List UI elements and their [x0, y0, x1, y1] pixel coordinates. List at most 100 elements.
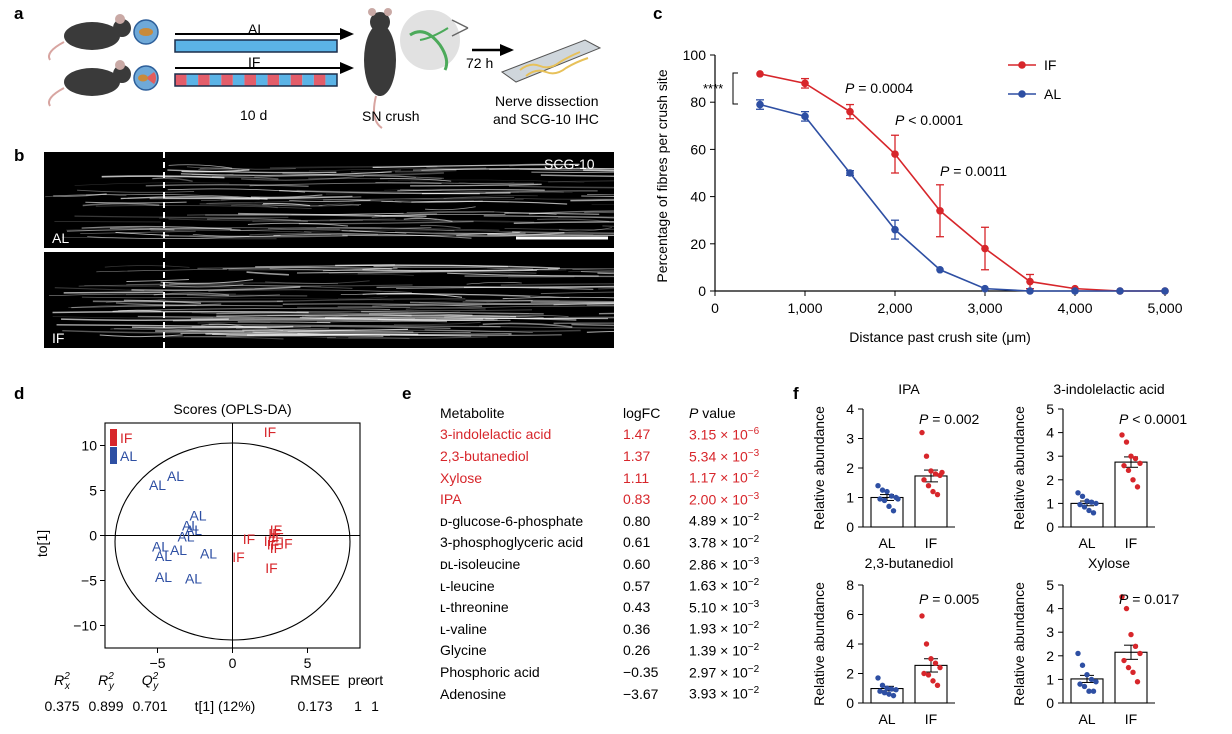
dot-if — [919, 613, 925, 619]
score-point-if: IF — [271, 529, 283, 545]
confidence-ellipse — [114, 442, 351, 641]
logfc-value: 0.83 — [623, 491, 651, 508]
metabolite-name: Adenosine — [440, 685, 507, 702]
metabolite-name: Xylose — [440, 469, 483, 486]
x-tick-label: AL — [1078, 535, 1095, 551]
logfc-value: 0.36 — [623, 620, 651, 637]
panel-letter-d: d — [14, 384, 25, 403]
dot-al — [1084, 671, 1090, 678]
dot-al — [1081, 504, 1088, 510]
schematic-a — [48, 8, 602, 129]
p-value-annotation: P = 0.0011 — [940, 163, 1007, 179]
slide-icon — [500, 39, 602, 83]
dot-if — [925, 483, 932, 489]
table-row: ʟ-leucine 0.57 1.63 × 10−2 — [440, 575, 789, 597]
dot-if — [1134, 679, 1141, 685]
header-logfc: logFC — [623, 404, 661, 421]
y-tick-label: 4 — [846, 401, 854, 417]
p-value: 2.86 × 10−3 — [689, 555, 760, 573]
al-feeding-bar — [174, 39, 338, 53]
metabolite-name: 2,3-butanediol — [440, 447, 529, 464]
dot-if — [1128, 453, 1134, 459]
metabolite-table: Metabolite logFC P value 3-indolelactic … — [440, 402, 789, 704]
y-axis-label: Percentage of fibres per crush site — [654, 69, 670, 282]
dot-if — [932, 660, 939, 666]
dot-if — [1130, 669, 1136, 676]
dot-if — [928, 656, 934, 662]
stat-header: Q2 y — [142, 671, 159, 692]
dot-al — [1090, 510, 1097, 516]
p-value: 1.39 × 10−2 — [689, 642, 760, 659]
y-tick-label: 20 — [690, 236, 706, 252]
y-tick-label: 3 — [846, 431, 854, 447]
x-axis-label: Distance past crush site (μm) — [849, 329, 1031, 345]
score-point-if: IF — [243, 531, 255, 547]
dot-al — [879, 487, 886, 493]
x-tick-label: 5 — [304, 655, 312, 671]
y-tick-label: 0 — [846, 695, 854, 711]
score-point-al: AL — [182, 518, 199, 534]
data-point-if — [1026, 277, 1034, 286]
table-row: Glycine 0.26 1.39 × 10−2 — [440, 640, 789, 662]
crush-mouse-icon — [364, 8, 396, 129]
y-tick-label: 8 — [846, 577, 854, 593]
dot-if — [1137, 460, 1143, 466]
y-axis-label: Relative abundance — [1011, 406, 1027, 530]
y-tick-label: 2 — [846, 460, 854, 476]
metabolite-name: ʟ-valine — [440, 620, 487, 637]
chart-title: 2,3-butanediol — [865, 555, 954, 571]
y-tick-label: 2 — [846, 666, 854, 682]
score-point-al: AL — [155, 548, 172, 564]
dot-al — [884, 488, 890, 495]
legend-swatch-if — [110, 429, 117, 446]
p-value: 3.15 × 10−6 — [689, 426, 760, 443]
table-row: ᴅʟ-isoleucine 0.60 2.86 × 10−3 — [440, 553, 789, 575]
y-tick-label: 60 — [690, 141, 706, 157]
dot-al — [1088, 676, 1095, 683]
metabolite-name: ʟ-threonine — [440, 599, 509, 616]
nerve-zoom-icon — [400, 10, 460, 70]
dot-if — [1119, 432, 1125, 438]
dot-al — [877, 688, 883, 694]
score-point-al: AL — [185, 571, 202, 587]
y-axis-label: to[1] — [34, 530, 50, 557]
p-value-annotation: P = 0.0004 — [845, 80, 913, 96]
data-point-al — [936, 265, 944, 274]
chart-title: Scores (OPLS-DA) — [173, 401, 291, 417]
significance-bracket — [732, 72, 738, 105]
dot-al — [1075, 650, 1081, 657]
dot-al — [1075, 490, 1081, 496]
y-tick-label: 10 — [81, 438, 97, 454]
dot-al — [888, 493, 895, 499]
y-tick-label: 5 — [89, 483, 97, 499]
duration-label: 10 d — [240, 107, 268, 123]
x-tick-label: 2,000 — [877, 300, 912, 316]
data-point-al — [1116, 287, 1124, 295]
data-point-al — [846, 169, 854, 177]
p-value: 3.78 × 10−2 — [689, 534, 760, 551]
x-tick-label: IF — [1125, 711, 1137, 727]
y-tick-label: 0 — [1046, 695, 1054, 711]
al-group-label: AL — [248, 21, 266, 37]
data-point-al — [981, 284, 989, 293]
stat-header: pre — [348, 672, 368, 688]
x-tick-label: 4,000 — [1057, 300, 1092, 316]
logfc-value: 1.11 — [623, 469, 650, 486]
logfc-value: 0.43 — [623, 599, 651, 616]
score-point-al: AL — [177, 528, 194, 544]
chart-title: 3-indolelactic acid — [1053, 381, 1164, 397]
legend-label: AL — [1044, 86, 1061, 102]
y-tick-label: 1 — [846, 490, 854, 506]
chart-d: Scores (OPLS-DA)−5 0 51050−5−10to[1]ALALAL… — [34, 401, 383, 714]
table-row: ʟ-threonine 0.43 5.10 × 10−3 — [440, 596, 789, 618]
data-point-if — [801, 79, 809, 88]
dot-if — [923, 453, 930, 459]
dot-if — [1132, 455, 1139, 462]
dot-if — [1119, 594, 1125, 600]
stain-label: SCG-10 — [544, 156, 595, 172]
score-point-if: IF — [280, 536, 292, 552]
micrograph-al: SCG-10 AL — [44, 152, 614, 248]
chart-title: Xylose — [1088, 555, 1130, 571]
data-point-if — [936, 206, 944, 215]
if-bar-segment — [279, 74, 291, 86]
